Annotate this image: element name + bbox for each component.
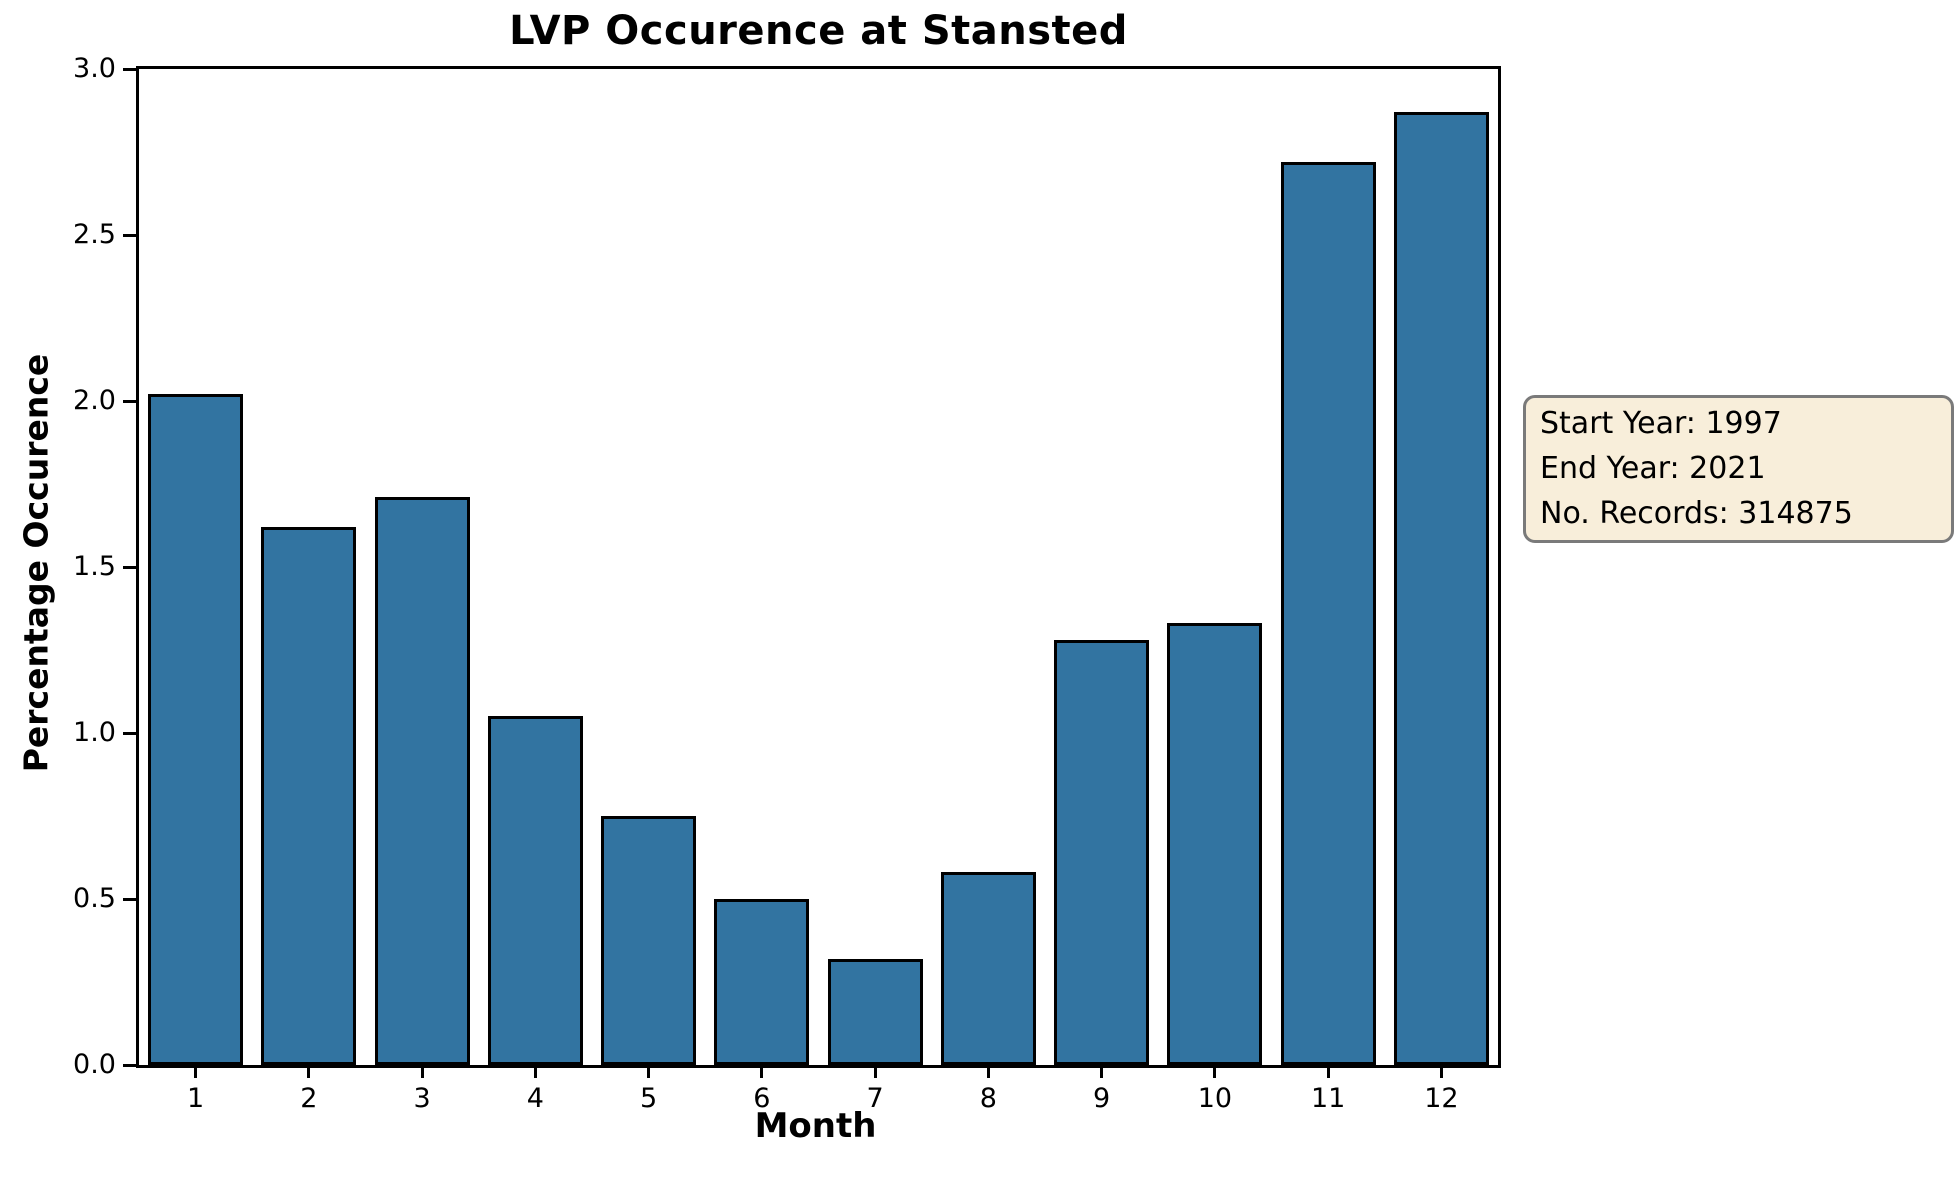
x-tick-mark — [1439, 1065, 1443, 1078]
x-tick-mark — [873, 1065, 877, 1078]
y-tick-mark — [123, 731, 136, 735]
x-tick-mark — [1100, 1065, 1104, 1078]
plot-area: 0.0 0.5 1.0 1.5 2.0 2.5 3.0 1 2 3 4 5 6 7 8 9 10 11 12 — [73, 53, 1501, 1114]
x-tick-mark — [307, 1065, 311, 1078]
x-tick-mark — [420, 1065, 424, 1078]
x-tick-label: 2 — [300, 1083, 318, 1114]
x-tick-mark — [647, 1065, 651, 1078]
bar-month-12 — [1393, 112, 1489, 1065]
chart-title: LVP Occurence at Stansted — [509, 8, 1128, 54]
x-tick-label: 7 — [866, 1083, 884, 1114]
y-tick-label: 2.0 — [73, 385, 116, 416]
y-tick-mark — [123, 67, 136, 71]
x-tick-label: 9 — [1093, 1083, 1111, 1114]
bar-month-6 — [714, 899, 810, 1065]
x-axis-label: Month — [754, 1106, 877, 1146]
x-tick-label: 6 — [753, 1083, 771, 1114]
bar-month-5 — [601, 816, 697, 1065]
x-tick-label: 1 — [187, 1083, 205, 1114]
x-tick-label: 10 — [1197, 1083, 1233, 1114]
x-tick-mark — [760, 1065, 764, 1078]
x-tick-mark — [533, 1065, 537, 1078]
x-tick-mark — [1326, 1065, 1330, 1078]
x-tick-label: 12 — [1424, 1083, 1459, 1114]
y-tick-label: 0.0 — [73, 1049, 116, 1080]
x-tick-mark — [986, 1065, 990, 1078]
y-tick-label: 3.0 — [73, 53, 116, 84]
bar-month-4 — [487, 716, 583, 1065]
x-tick-label: 5 — [640, 1083, 658, 1114]
annotation-box: Start Year: 1997 End Year: 2021 No. Reco… — [1523, 395, 1954, 543]
y-tick-label: 1.0 — [73, 717, 116, 748]
x-tick-label: 3 — [413, 1083, 431, 1114]
y-tick-label: 1.5 — [73, 551, 116, 582]
y-tick-mark — [123, 565, 136, 569]
annotation-records: No. Records: 314875 — [1540, 496, 1853, 531]
x-tick-mark — [194, 1065, 198, 1078]
y-tick-label: 2.5 — [73, 219, 116, 250]
x-tick-label: 11 — [1310, 1083, 1346, 1114]
bar-month-8 — [940, 872, 1036, 1065]
y-tick-mark — [123, 233, 136, 237]
annotation-end-year: End Year: 2021 — [1540, 451, 1766, 486]
y-tick-label: 0.5 — [73, 883, 116, 914]
bar-month-1 — [148, 394, 244, 1065]
annotation-start-year: Start Year: 1997 — [1540, 406, 1782, 441]
bar-month-3 — [374, 497, 470, 1065]
bar-month-9 — [1054, 640, 1150, 1065]
y-tick-mark — [123, 897, 136, 901]
x-tick-mark — [1213, 1065, 1217, 1078]
bar-month-2 — [261, 527, 357, 1065]
y-tick-mark — [123, 1063, 136, 1067]
y-tick-mark — [123, 399, 136, 403]
x-tick-label: 4 — [526, 1083, 544, 1114]
bar-month-10 — [1167, 623, 1263, 1065]
bar-month-11 — [1280, 161, 1376, 1065]
x-tick-label: 8 — [979, 1083, 997, 1114]
bar-month-7 — [827, 958, 923, 1065]
